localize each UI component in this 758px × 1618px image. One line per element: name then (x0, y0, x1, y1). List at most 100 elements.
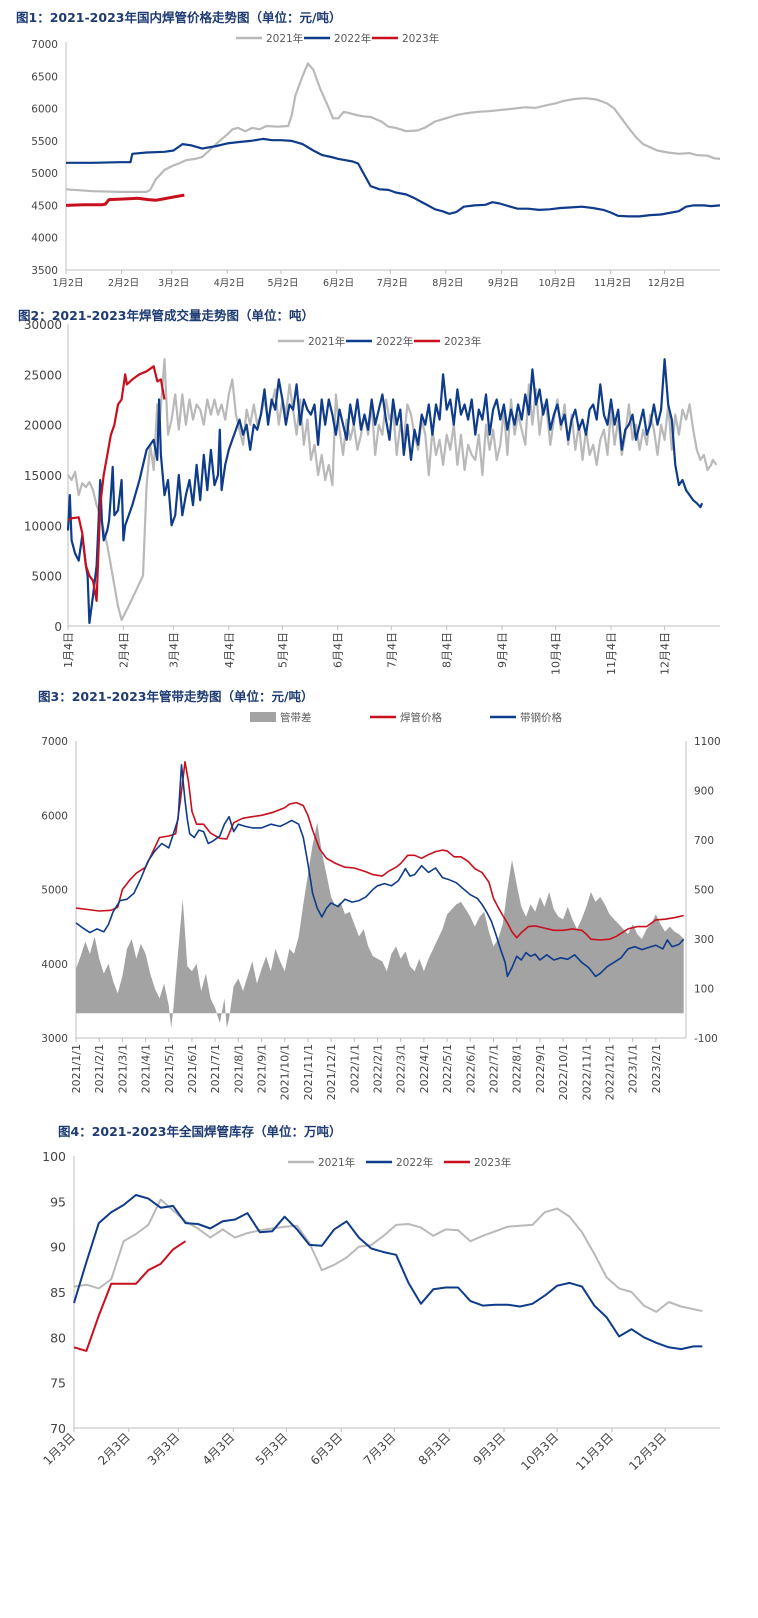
legend-label-0: 2021年 (266, 32, 303, 45)
x-tick-label: 2023/2/1 (650, 1044, 663, 1093)
y-tick-label: 7000 (41, 736, 68, 748)
x-tick-label: 2021/2/1 (93, 1044, 106, 1093)
x-tick-label: 2022/7/1 (487, 1044, 500, 1093)
y-tick-label: 6000 (31, 104, 58, 116)
chart-panel-4: 图4：2021-2023年全国焊管库存（单位：万吨） 70 75 80 85 90 95 1… (0, 1118, 758, 1618)
legend-label-0: 管带差 (280, 711, 312, 724)
x-tick-label: 2021/1/1 (70, 1044, 83, 1093)
y-tick-label: 30000 (24, 318, 62, 332)
x-tick-label: 10月3日 (518, 1430, 561, 1473)
x-tick-label: 11月3日 (573, 1430, 616, 1473)
x-tick-label: 2021/5/1 (163, 1044, 176, 1093)
y-tick-label: 4000 (31, 233, 58, 245)
x-tick-label: 3月3日 (145, 1430, 183, 1468)
legend-label-2: 带钢价格 (520, 711, 562, 724)
series-line-2022年 (73, 1194, 703, 1351)
series-line-2023年 (65, 193, 185, 207)
chart-panel-2: 图2：2021-2023年焊管成交量走势图（单位：吨） 0 5000 10000 15… (0, 300, 758, 682)
x-tick-label: 2022/4/1 (418, 1044, 431, 1093)
legend-label-2: 2023年 (444, 335, 481, 348)
series-line-2022年 (66, 358, 704, 625)
y-tick-label: 85 (50, 1285, 66, 1300)
x-tick-label: 4月2日 (214, 278, 245, 289)
chart-3-title: 图3：2021-2023年管带走势图（单位：元/吨） (38, 689, 314, 704)
x-tick-label: 6月3日 (308, 1430, 346, 1468)
x-tick-label: 2021/11/1 (302, 1044, 315, 1100)
legend-label-1: 2022年 (396, 1156, 433, 1169)
chart-panel-3: 图3：2021-2023年管带走势图（单位：元/吨） 3000 4000 5000 6… (0, 682, 758, 1118)
x-tick-label: 2022/5/1 (441, 1044, 454, 1093)
series-line-带钢价格 (75, 764, 685, 978)
legend-label-2: 2023年 (402, 32, 439, 45)
chart-4-title: 图4：2021-2023年全国焊管库存（单位：万吨） (58, 1124, 342, 1139)
x-tick-label: 12月2日 (648, 278, 685, 289)
x-tick-label: 2022/12/1 (603, 1044, 616, 1100)
x-tick-label: 8月3日 (416, 1430, 454, 1468)
y-tick-label: 5500 (31, 136, 58, 148)
x-tick-label: 2022/3/1 (395, 1044, 408, 1093)
x-tick-label: 2月4日 (117, 632, 130, 668)
y-tick-label: 10000 (24, 519, 62, 533)
x-tick-label: 8月4日 (441, 632, 454, 668)
series-line-2021年 (67, 358, 718, 622)
legend-label-1: 2022年 (334, 32, 371, 45)
x-tick-label: 2021/10/1 (279, 1044, 292, 1100)
y2-tick-label: 900 (694, 786, 714, 798)
x-tick-label: 8月2日 (432, 278, 463, 289)
x-tick-label: 2022/8/1 (511, 1044, 524, 1093)
x-tick-label: 10月4日 (550, 632, 563, 675)
y-tick-label: 5000 (31, 168, 58, 180)
x-tick-label: 2022/6/1 (464, 1044, 477, 1093)
legend-label-2: 2023年 (474, 1156, 511, 1169)
x-tick-label: 7月2日 (377, 278, 408, 289)
x-tick-label: 9月4日 (496, 632, 509, 668)
y-tick-label: 100 (42, 1149, 66, 1164)
legend-label-1: 焊管价格 (400, 711, 442, 724)
series-line-2023年 (67, 365, 166, 602)
y-tick-label: 90 (50, 1240, 66, 1255)
x-tick-label: 3月2日 (158, 278, 189, 289)
x-tick-label: 2021/7/1 (209, 1044, 222, 1093)
x-tick-label: 11月4日 (605, 632, 618, 675)
x-tick-label: 1月2日 (52, 278, 83, 289)
chart-panel-1: 图1：2021-2023年国内焊管价格走势图（单位：元/吨） 3500 4000 4… (0, 0, 758, 300)
y-tick-label: 6500 (31, 71, 58, 83)
x-tick-label: 12月4日 (659, 632, 672, 675)
x-tick-label: 2022/11/1 (580, 1044, 593, 1100)
y-tick-label: 4500 (31, 200, 58, 212)
x-tick-label: 5月4日 (276, 632, 289, 668)
x-tick-label: 2022/9/1 (534, 1044, 547, 1093)
x-tick-label: 7月4日 (385, 632, 398, 668)
x-tick-label: 2022/1/1 (348, 1044, 361, 1093)
x-tick-label: 5月2日 (267, 278, 298, 289)
x-tick-label: 2022/10/1 (557, 1044, 570, 1100)
legend-label-0: 2021年 (318, 1156, 355, 1169)
y-tick-label: 0 (54, 620, 62, 634)
y-tick-label: 6000 (41, 810, 68, 822)
y-tick-label: 75 (50, 1376, 66, 1391)
x-tick-label: 7月3日 (361, 1430, 399, 1468)
x-tick-label: 2021/4/1 (140, 1044, 153, 1093)
x-tick-label: 9月3日 (471, 1430, 509, 1468)
x-tick-label: 4月4日 (223, 632, 236, 668)
y-tick-label: 25000 (24, 368, 62, 382)
legend-swatch-0 (250, 712, 276, 722)
series-line-2022年 (66, 137, 721, 218)
x-tick-label: 2月2日 (108, 278, 139, 289)
legend-label-0: 2021年 (308, 335, 345, 348)
y-tick-label: 5000 (41, 885, 68, 897)
chart-2-svg: 0 5000 10000 15000 20000 25000 30000 1月4日 2月4日 3月… (24, 318, 720, 675)
x-tick-label: 2021/8/1 (232, 1044, 245, 1093)
y-tick-label: 70 (50, 1421, 66, 1436)
chart-1-title: 图1：2021-2023年国内焊管价格走势图（单位：元/吨） (16, 10, 342, 25)
chart-2-title: 图2：2021-2023年焊管成交量走势图（单位：吨） (18, 308, 314, 323)
series-line-2023年 (73, 1240, 187, 1352)
y-tick-label: 20000 (24, 419, 62, 433)
y2-tick-label: 500 (694, 885, 714, 897)
chart-3-svg: 3000 4000 5000 6000 7000 -100 100 300 500 700 900 1… (41, 711, 720, 1100)
y-tick-label: 4000 (41, 959, 68, 971)
series-line-2021年 (65, 62, 721, 193)
x-tick-label: 2022/2/1 (372, 1044, 385, 1093)
y-tick-label: 7000 (31, 39, 58, 51)
